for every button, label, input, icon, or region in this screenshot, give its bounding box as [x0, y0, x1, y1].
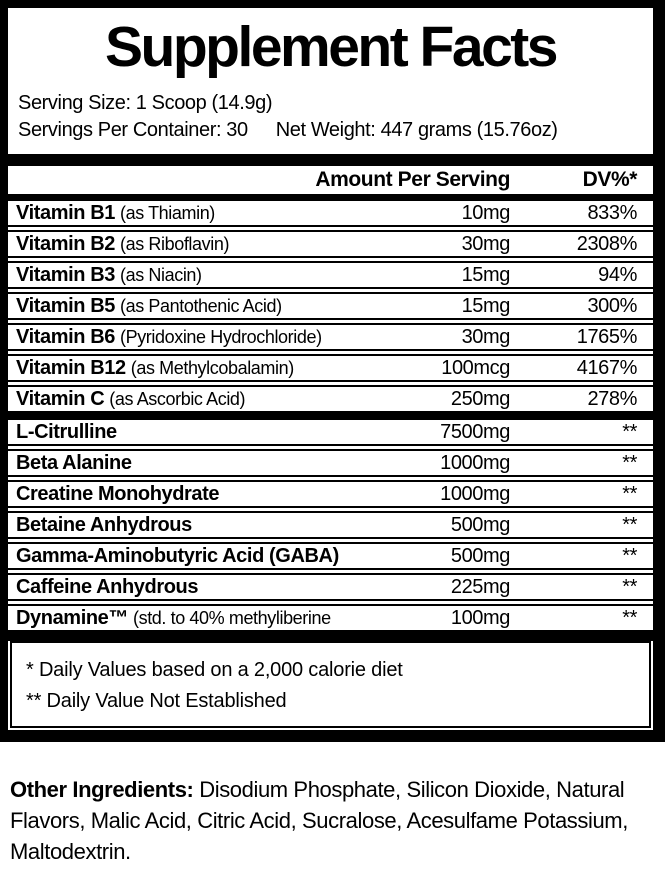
serving-size-text: Serving Size: 1 Scoop (14.9g)	[18, 92, 273, 114]
ingredient-dv: 833%	[587, 201, 637, 224]
ingredient-amount: 1000mg	[440, 451, 510, 474]
supplement-facts-panel: Supplement Facts Serving Size: 1 Scoop (…	[0, 0, 665, 742]
table-row: Dynamine™ (std. to 40% methyliberine 100m…	[8, 604, 653, 632]
ingredient-dv: **	[622, 451, 637, 474]
footnotes: * Daily Values based on a 2,000 calorie …	[10, 641, 651, 728]
ingredient-dv: 94%	[598, 263, 637, 286]
ingredient-name: Vitamin B3	[16, 263, 115, 286]
table-row: Gamma-Aminobutyric Acid (GABA) 500mg **	[8, 542, 653, 570]
ingredient-dv: **	[622, 513, 637, 536]
ingredient-dv: **	[622, 575, 637, 598]
other-ingredients-text: Disodium Phosphate, Silicon Dioxide, Nat…	[10, 777, 628, 864]
ingredient-name: Betaine Anhydrous	[16, 513, 192, 536]
ingredient-dv: 2308%	[576, 232, 638, 255]
table-row: Vitamin B3 (as Niacin) 15mg 94%	[8, 261, 653, 289]
table-row: Vitamin B6 (Pyridoxine Hydrochloride) 30m…	[8, 323, 653, 351]
table-row: Creatine Monohydrate 1000mg **	[8, 480, 653, 508]
ingredient-dv: 4167%	[576, 356, 638, 379]
ingredient-name: Vitamin B2	[16, 232, 115, 255]
serving-info: Serving Size: 1 Scoop (14.9g) Servings P…	[8, 90, 653, 144]
ingredient-name: Dynamine™	[16, 606, 128, 629]
divider-thick-top	[8, 154, 653, 166]
table-row: L-Citrulline 7500mg **	[8, 418, 653, 446]
ingredient-amount: 15mg	[461, 263, 511, 286]
ingredient-name: Vitamin C	[16, 387, 105, 410]
servings-per-container-text: Servings Per Container: 30	[18, 119, 248, 141]
ingredient-note: (as Pantothenic Acid)	[120, 295, 282, 316]
ingredient-note: (as Niacin)	[120, 264, 202, 285]
ingredient-note: (as Ascorbic Acid)	[109, 388, 246, 409]
ingredient-amount: 500mg	[450, 544, 511, 567]
ingredient-name: Gamma-Aminobutyric Acid (GABA)	[16, 544, 339, 567]
table-row: Vitamin B2 (as Riboflavin) 30mg 2308%	[8, 230, 653, 258]
table-row: Caffeine Anhydrous 225mg **	[8, 573, 653, 601]
ingredient-dv: **	[622, 482, 637, 505]
column-header-dv: DV%*	[582, 168, 638, 191]
ingredient-amount: 225mg	[450, 575, 511, 598]
title-section: Supplement Facts Serving Size: 1 Scoop (…	[8, 8, 653, 154]
ingredient-name: Caffeine Anhydrous	[16, 575, 199, 598]
ingredient-note: (as Thiamin)	[120, 202, 215, 223]
other-ingredients-label: Other Ingredients:	[10, 777, 194, 802]
footnote-daily-values: * Daily Values based on a 2,000 calorie …	[26, 659, 403, 681]
ingredient-amount: 100mg	[450, 606, 511, 629]
ingredient-dv: 300%	[587, 294, 637, 317]
ingredient-amount: 30mg	[461, 232, 511, 255]
ingredient-note: (Pyridoxine Hydrochloride)	[120, 326, 322, 347]
ingredient-name: L-Citrulline	[16, 420, 117, 443]
ingredient-dv: 278%	[587, 387, 637, 410]
page-title: Supplement Facts	[105, 15, 558, 79]
ingredient-name: Vitamin B6	[16, 325, 115, 348]
other-ingredients: Other Ingredients: Disodium Phosphate, S…	[10, 774, 651, 867]
divider-under-header	[8, 194, 653, 199]
ingredient-note: (as Methylcobalamin)	[130, 357, 294, 378]
ingredient-dv: 1765%	[576, 325, 638, 348]
table-header-row: Amount Per Serving DV%*	[8, 166, 653, 194]
ingredient-amount: 30mg	[461, 325, 511, 348]
ingredient-name: Vitamin B5	[16, 294, 115, 317]
ingredient-name: Vitamin B12	[16, 356, 126, 379]
net-weight-text: Net Weight: 447 grams (15.76oz)	[275, 119, 558, 141]
ingredient-amount: 10mg	[461, 201, 511, 224]
ingredient-dv: **	[622, 544, 637, 567]
column-header-amount: Amount Per Serving	[315, 168, 510, 191]
ingredient-dv: **	[622, 420, 637, 443]
divider-section	[8, 413, 653, 418]
table-row: Vitamin C (as Ascorbic Acid) 250mg 278%	[8, 385, 653, 413]
ingredient-note: (std. to 40% methyliberine	[133, 607, 331, 628]
ingredient-name: Vitamin B1	[16, 201, 115, 224]
table-row: Beta Alanine 1000mg **	[8, 449, 653, 477]
ingredient-amount: 7500mg	[440, 420, 510, 443]
ingredient-name: Beta Alanine	[16, 451, 132, 474]
servings-net-weight-line: Servings Per Container: 30 Net Weight: 4…	[18, 117, 643, 144]
ingredient-note: (as Riboflavin)	[120, 233, 230, 254]
ingredient-amount: 250mg	[450, 387, 511, 410]
divider-thick-bottom	[8, 632, 653, 641]
table-row: Vitamin B1 (as Thiamin) 10mg 833%	[8, 199, 653, 227]
ingredient-dv: **	[622, 606, 637, 629]
table-row: Betaine Anhydrous 500mg **	[8, 511, 653, 539]
table-row: Vitamin B12 (as Methylcobalamin) 100mcg 4…	[8, 354, 653, 382]
serving-size-line: Serving Size: 1 Scoop (14.9g)	[18, 90, 643, 117]
footnote-not-established: ** Daily Value Not Established	[26, 690, 287, 712]
ingredient-amount: 500mg	[450, 513, 511, 536]
ingredient-amount: 1000mg	[440, 482, 510, 505]
ingredient-amount: 100mcg	[441, 356, 510, 379]
table-row: Vitamin B5 (as Pantothenic Acid) 15mg 300…	[8, 292, 653, 320]
ingredient-amount: 15mg	[461, 294, 511, 317]
ingredient-name: Creatine Monohydrate	[16, 482, 220, 505]
